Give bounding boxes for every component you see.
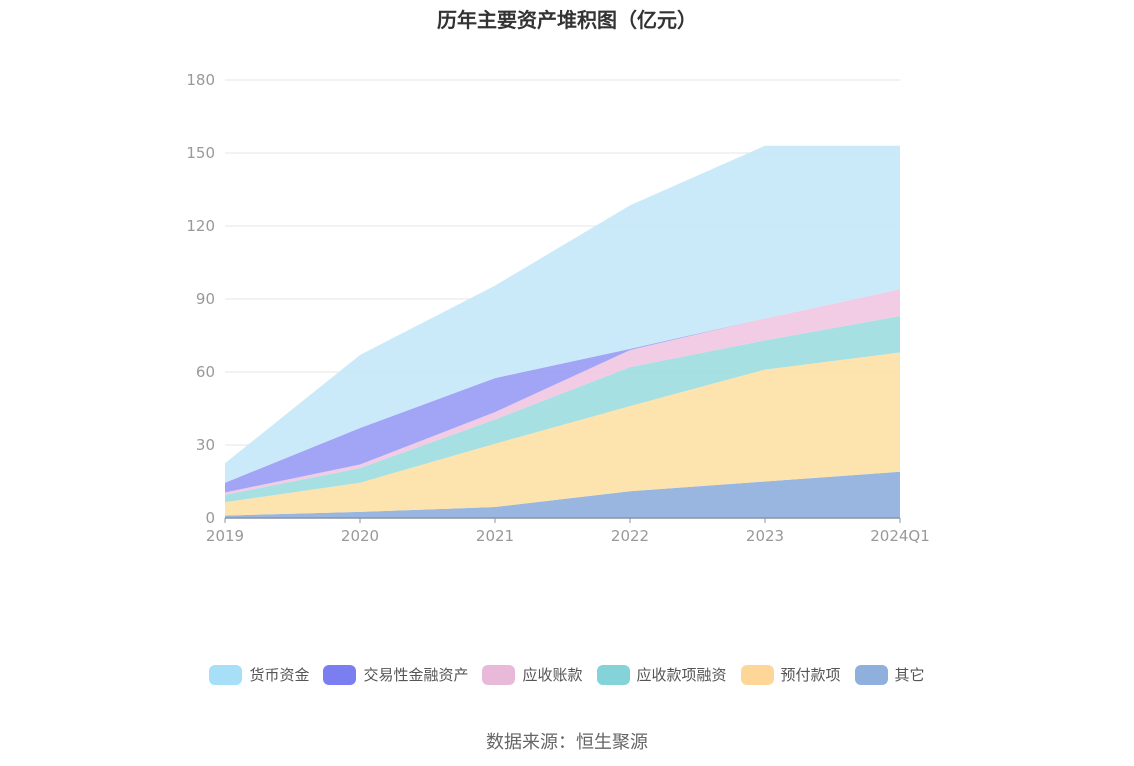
legend-label: 预付款项: [780, 666, 841, 684]
y-tick-label: 150: [186, 144, 215, 162]
legend-label: 应收账款: [522, 666, 583, 684]
legend-item[interactable]: 交易性金融资产: [323, 664, 468, 685]
legend: 货币资金 交易性金融资产 应收账款 应收款项融资 预付款项 其它: [0, 664, 1134, 685]
legend-item[interactable]: 应收款项融资: [596, 664, 727, 685]
y-tick-label: 120: [186, 217, 215, 235]
legend-item[interactable]: 预付款项: [740, 664, 841, 685]
legend-label: 应收款项融资: [636, 666, 727, 684]
axes: 0 30 60 90 120 150 180 2019 2020 2021 2022 2023 2024…: [186, 71, 929, 545]
area-series-交易性金融资产[interactable]: [225, 289, 900, 493]
y-tick-label: 180: [186, 71, 215, 89]
y-tick-label: 0: [205, 509, 215, 527]
area-series-应收款项融资[interactable]: [225, 316, 900, 503]
x-tick-label: 2022: [611, 527, 649, 545]
x-tick-label: 2020: [341, 527, 379, 545]
legend-swatch: [209, 664, 243, 685]
legend-item[interactable]: 应收账款: [482, 664, 583, 685]
y-tick-label: 30: [196, 436, 215, 454]
area-series-其它[interactable]: [225, 471, 900, 518]
legend-swatch: [482, 664, 516, 685]
x-tick-label: 2019: [206, 527, 244, 545]
legend-label: 交易性金融资产: [363, 666, 469, 684]
y-tick-label: 90: [196, 290, 215, 308]
legend-swatch: [740, 664, 774, 685]
area-series-货币资金[interactable]: [225, 145, 900, 483]
legend-item[interactable]: 货币资金: [209, 664, 309, 685]
x-tick-label: 2021: [476, 527, 514, 545]
x-tick-label: 2024Q1: [870, 527, 930, 545]
x-tick-label: 2023: [746, 527, 784, 545]
legend-swatch: [854, 664, 888, 685]
legend-swatch: [596, 664, 630, 685]
legend-label: 货币资金: [249, 666, 310, 684]
y-tick-label: 60: [196, 363, 215, 381]
area-series: [225, 145, 900, 518]
legend-label: 其它: [894, 666, 925, 684]
legend-item[interactable]: 其它: [854, 664, 925, 685]
legend-swatch: [323, 664, 357, 685]
area-series-应收账款[interactable]: [225, 289, 900, 495]
area-series-预付款项[interactable]: [225, 352, 900, 516]
chart-title: 历年主要资产堆积图（亿元）: [437, 8, 697, 32]
data-source: 数据来源：恒生聚源: [486, 732, 648, 753]
